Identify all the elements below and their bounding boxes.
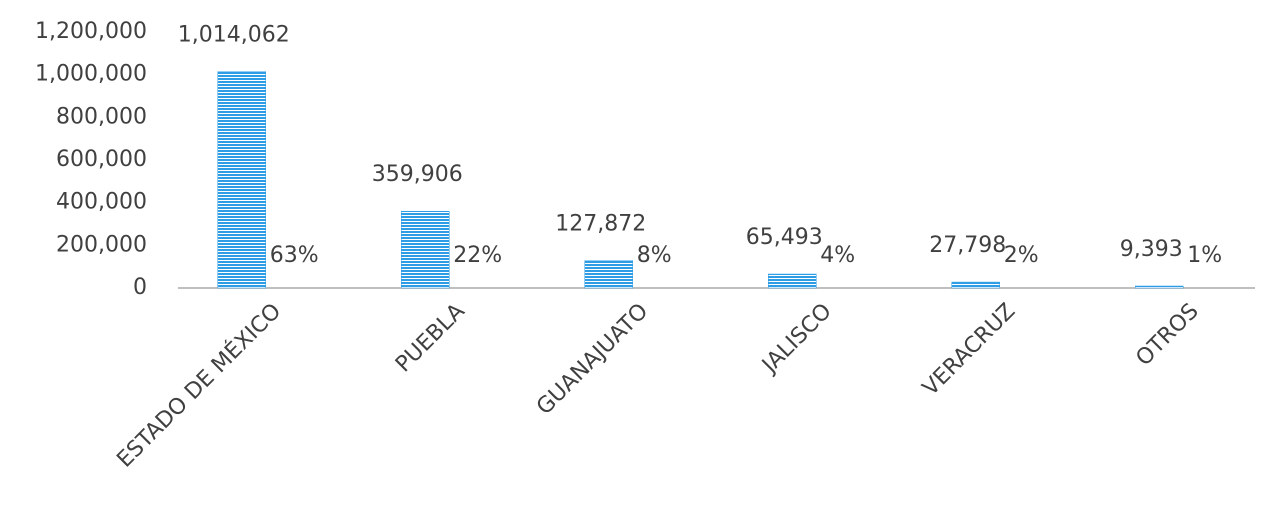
y-tick-label: 600,000 [56, 147, 147, 172]
percent-label: 2% [1004, 243, 1039, 268]
bar [584, 260, 633, 289]
bar [401, 210, 450, 289]
bar [768, 273, 817, 289]
value-label: 359,906 [372, 162, 463, 187]
value-label: 127,872 [555, 212, 646, 237]
percent-label: 22% [453, 243, 502, 268]
bar [1135, 285, 1184, 289]
x-tick-label: ESTADO DE MÉXICO [112, 298, 287, 473]
x-tick-label: GUANAJUATO [532, 299, 653, 420]
y-tick-label: 400,000 [56, 190, 147, 215]
y-tick-label: 1,000,000 [35, 62, 147, 87]
value-label: 65,493 [746, 225, 823, 250]
percent-label: 63% [270, 243, 319, 268]
y-tick-label: 800,000 [56, 104, 147, 129]
bar [217, 71, 266, 289]
value-label: 27,798 [929, 233, 1006, 258]
x-tick-label: VERACRUZ [918, 299, 1020, 401]
value-label: 9,393 [1120, 237, 1183, 262]
value-label: 1,014,062 [178, 23, 290, 48]
percent-label: 1% [1187, 243, 1222, 268]
y-tick-label: 0 [133, 275, 147, 300]
percent-label: 4% [820, 243, 855, 268]
y-tick-label: 200,000 [56, 232, 147, 257]
x-tick-label: PUEBLA [391, 299, 470, 378]
x-tick-label: JALISCO [756, 299, 836, 379]
bar [951, 281, 1000, 289]
x-tick-label: OTROS [1131, 299, 1203, 371]
percent-label: 8% [637, 243, 672, 268]
y-tick-label: 1,200,000 [35, 19, 147, 44]
